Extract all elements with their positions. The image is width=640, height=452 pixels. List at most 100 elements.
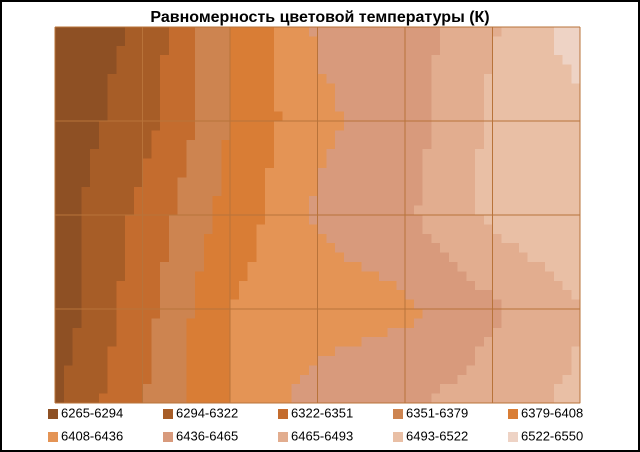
contour-cell bbox=[536, 92, 546, 103]
contour-cell bbox=[378, 45, 389, 56]
contour-cell bbox=[510, 224, 520, 235]
contour-cell bbox=[510, 356, 520, 366]
contour-cell bbox=[475, 365, 485, 376]
contour-cell bbox=[168, 327, 179, 338]
contour-cell bbox=[81, 365, 91, 376]
contour-cell bbox=[55, 215, 65, 225]
contour-cell bbox=[125, 327, 135, 338]
contour-cell bbox=[265, 111, 275, 122]
contour-cell bbox=[422, 365, 432, 376]
contour-cell bbox=[483, 327, 494, 338]
contour-cell bbox=[553, 55, 564, 66]
contour-cell bbox=[352, 74, 362, 84]
contour-cell bbox=[457, 233, 467, 244]
contour-cell bbox=[98, 27, 109, 37]
contour-cell bbox=[125, 92, 135, 103]
contour-cell bbox=[247, 36, 257, 47]
contour-cell bbox=[98, 374, 109, 385]
contour-cell bbox=[168, 318, 179, 329]
contour-cell bbox=[186, 102, 196, 113]
contour-cell bbox=[370, 102, 380, 113]
contour-cell bbox=[300, 196, 310, 207]
contour-cell bbox=[230, 337, 240, 348]
contour-cell bbox=[466, 393, 476, 404]
contour-cell bbox=[55, 271, 65, 282]
contour-cell bbox=[291, 327, 301, 338]
contour-cell bbox=[483, 384, 494, 395]
contour-cell bbox=[72, 215, 82, 225]
contour-cell bbox=[142, 337, 152, 348]
contour-cell bbox=[72, 318, 82, 329]
contour-cell bbox=[116, 55, 126, 66]
contour-cell bbox=[326, 74, 336, 84]
contour-cell bbox=[326, 271, 336, 282]
contour-cell bbox=[273, 168, 284, 178]
contour-cell bbox=[440, 186, 450, 197]
contour-cell bbox=[212, 299, 222, 310]
contour-cell bbox=[422, 337, 432, 348]
contour-cell bbox=[448, 318, 459, 329]
contour-cell bbox=[151, 158, 161, 169]
contour-cell bbox=[448, 327, 459, 338]
contour-cell bbox=[466, 299, 476, 310]
contour-cell bbox=[492, 233, 502, 244]
contour-cell bbox=[562, 158, 572, 169]
contour-cell bbox=[116, 337, 126, 348]
contour-cell bbox=[510, 346, 520, 357]
contour-cell bbox=[501, 215, 511, 225]
contour-cell bbox=[107, 196, 117, 207]
contour-cell bbox=[151, 393, 161, 404]
contour-cell bbox=[536, 186, 546, 197]
contour-cell bbox=[142, 102, 152, 113]
contour-cell bbox=[125, 158, 135, 169]
contour-cell bbox=[466, 271, 476, 282]
contour-cell bbox=[352, 252, 362, 263]
contour-cell bbox=[300, 290, 310, 301]
contour-cell bbox=[256, 309, 266, 319]
contour-cell bbox=[396, 252, 406, 263]
contour-cell bbox=[107, 327, 117, 338]
contour-cell bbox=[405, 327, 415, 338]
contour-cell bbox=[378, 299, 389, 310]
contour-cell bbox=[300, 309, 310, 319]
contour-cell bbox=[151, 45, 161, 56]
contour-cell bbox=[545, 384, 555, 395]
contour-cell bbox=[553, 205, 564, 216]
contour-cell bbox=[343, 243, 354, 254]
contour-cell bbox=[195, 233, 205, 244]
contour-cell bbox=[370, 243, 380, 254]
contour-cell bbox=[195, 327, 205, 338]
contour-cell bbox=[203, 149, 214, 160]
contour-cell bbox=[466, 280, 476, 291]
contour-cell bbox=[562, 262, 572, 272]
contour-cell bbox=[72, 252, 82, 263]
contour-cell bbox=[230, 196, 240, 207]
contour-cell bbox=[501, 356, 511, 366]
contour-cell bbox=[107, 356, 117, 366]
contour-cell bbox=[413, 374, 424, 385]
contour-cell bbox=[396, 36, 406, 47]
contour-cell bbox=[361, 374, 371, 385]
contour-cell bbox=[160, 346, 170, 357]
contour-cell bbox=[448, 36, 459, 47]
contour-cell bbox=[72, 177, 82, 188]
contour-cell bbox=[343, 290, 354, 301]
contour-cell bbox=[98, 290, 109, 301]
contour-cell bbox=[177, 337, 187, 348]
contour-cell bbox=[230, 356, 240, 366]
contour-cell bbox=[90, 168, 100, 178]
contour-cell bbox=[510, 55, 520, 66]
contour-cell bbox=[352, 205, 362, 216]
contour-cell bbox=[387, 149, 397, 160]
contour-cell bbox=[116, 327, 126, 338]
contour-cell bbox=[343, 149, 354, 160]
contour-cell bbox=[457, 262, 467, 272]
contour-cell bbox=[335, 384, 345, 395]
contour-cell bbox=[457, 149, 467, 160]
contour-cell bbox=[510, 83, 520, 94]
contour-cell bbox=[536, 27, 546, 37]
contour-cell bbox=[125, 346, 135, 357]
contour-cell bbox=[247, 27, 257, 37]
contour-cell bbox=[300, 168, 310, 178]
contour-cell bbox=[553, 111, 564, 122]
